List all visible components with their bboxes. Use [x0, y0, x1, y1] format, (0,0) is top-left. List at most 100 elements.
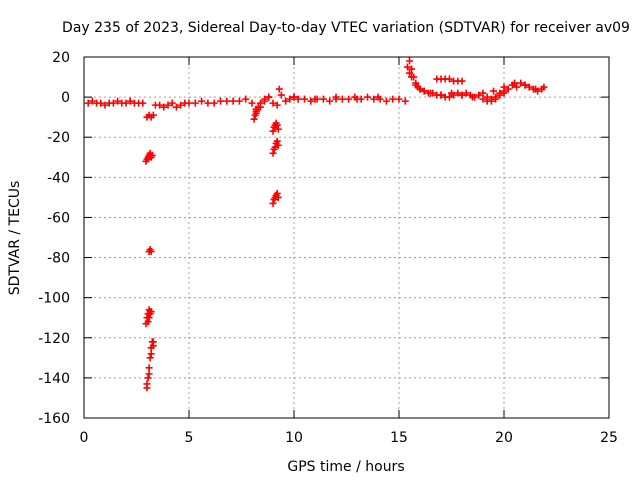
y-tick-label: 0: [61, 90, 70, 106]
data-point: [229, 97, 237, 105]
x-tick-label: 15: [390, 430, 408, 446]
data-point: [437, 91, 445, 99]
data-point: [88, 97, 96, 105]
y-tick-label: 20: [52, 50, 70, 66]
data-point: [185, 99, 193, 107]
data-point: [217, 97, 224, 105]
data-point: [126, 97, 134, 105]
data-point: [487, 95, 495, 103]
data-point: [277, 91, 285, 99]
data-point: [269, 199, 277, 207]
data-point: [274, 193, 282, 201]
data-point: [389, 95, 397, 103]
data-point: [101, 101, 109, 109]
data-point: [168, 99, 176, 107]
x-tick-label: 0: [80, 430, 89, 446]
x-tick-label: 20: [495, 430, 513, 446]
data-point: [273, 137, 281, 145]
data-point: [412, 81, 420, 89]
data-point: [146, 354, 154, 362]
data-point: [172, 103, 180, 111]
data-point: [458, 91, 466, 99]
data-point: [420, 87, 428, 95]
data-point: [319, 95, 327, 103]
data-point: [483, 97, 491, 105]
data-point: [191, 99, 199, 107]
data-point: [147, 350, 155, 358]
data-point: [147, 308, 155, 316]
data-point: [401, 97, 409, 105]
data-point: [273, 101, 281, 109]
data-point: [252, 105, 260, 113]
data-point: [143, 380, 151, 388]
chart-title: Day 235 of 2023, Sidereal Day-to-day VTE…: [62, 20, 630, 36]
grid-lines: [84, 57, 609, 418]
data-point: [492, 93, 500, 101]
data-point: [311, 95, 319, 103]
data-point: [395, 95, 403, 103]
data-point: [408, 73, 416, 81]
data-point: [462, 89, 470, 97]
data-point: [223, 97, 231, 105]
data-point: [256, 99, 264, 107]
tick-labels: -160 -140 -120 -100 -80 -60 -40 -20 0 20 0 5 10 15 20 2…: [38, 50, 618, 446]
data-point: [149, 111, 157, 119]
data-point: [198, 97, 206, 105]
x-axis-label: GPS time / hours: [287, 459, 404, 475]
data-point: [156, 101, 164, 109]
data-point: [250, 115, 258, 123]
data-point: [147, 248, 155, 256]
data-point: [109, 99, 117, 107]
data-point: [517, 79, 525, 87]
data-point: [416, 85, 424, 93]
data-point: [261, 95, 269, 103]
data-point: [269, 149, 277, 157]
y-tick-label: -140: [38, 371, 70, 387]
data-point: [479, 89, 487, 97]
data-point: [525, 83, 533, 91]
y-tick-label: -160: [38, 411, 70, 427]
data-point: [139, 99, 147, 107]
data-point: [370, 95, 378, 103]
data-point: [445, 75, 453, 83]
data-point: [265, 93, 273, 101]
data-point: [145, 314, 153, 322]
data-point: [294, 95, 302, 103]
data-point: [290, 93, 298, 101]
data-point: [406, 69, 413, 77]
data-point: [160, 103, 168, 111]
data-point: [406, 57, 413, 65]
data-point: [511, 79, 518, 87]
data-point: [532, 85, 539, 93]
y-tick-label: -60: [47, 210, 70, 226]
data-point: [235, 97, 243, 105]
data-point: [210, 99, 218, 107]
data-point: [144, 374, 152, 382]
data-point: [248, 99, 256, 107]
data-point: [521, 81, 529, 89]
data-point: [427, 89, 434, 97]
axis-ticks: [83, 56, 610, 419]
data-point: [338, 95, 346, 103]
data-point: [458, 77, 466, 85]
data-point: [479, 95, 487, 103]
data-point: [496, 91, 504, 99]
data-point: [275, 85, 283, 93]
y-tick-label: -120: [38, 331, 70, 347]
data-point: [301, 95, 308, 103]
data-point: [148, 151, 156, 159]
data-point: [145, 370, 153, 378]
data-point: [251, 111, 259, 119]
x-tick-label: 10: [285, 430, 303, 446]
data-point: [204, 99, 212, 107]
data-point: [122, 99, 130, 107]
data-point: [504, 85, 512, 93]
data-point: [382, 97, 390, 105]
data-point: [500, 89, 508, 97]
data-point: [145, 364, 153, 372]
data-point: [84, 99, 92, 107]
x-tick-label: 5: [185, 430, 194, 446]
data-point: [114, 97, 122, 105]
data-points: [84, 57, 548, 392]
data-point: [274, 141, 282, 149]
